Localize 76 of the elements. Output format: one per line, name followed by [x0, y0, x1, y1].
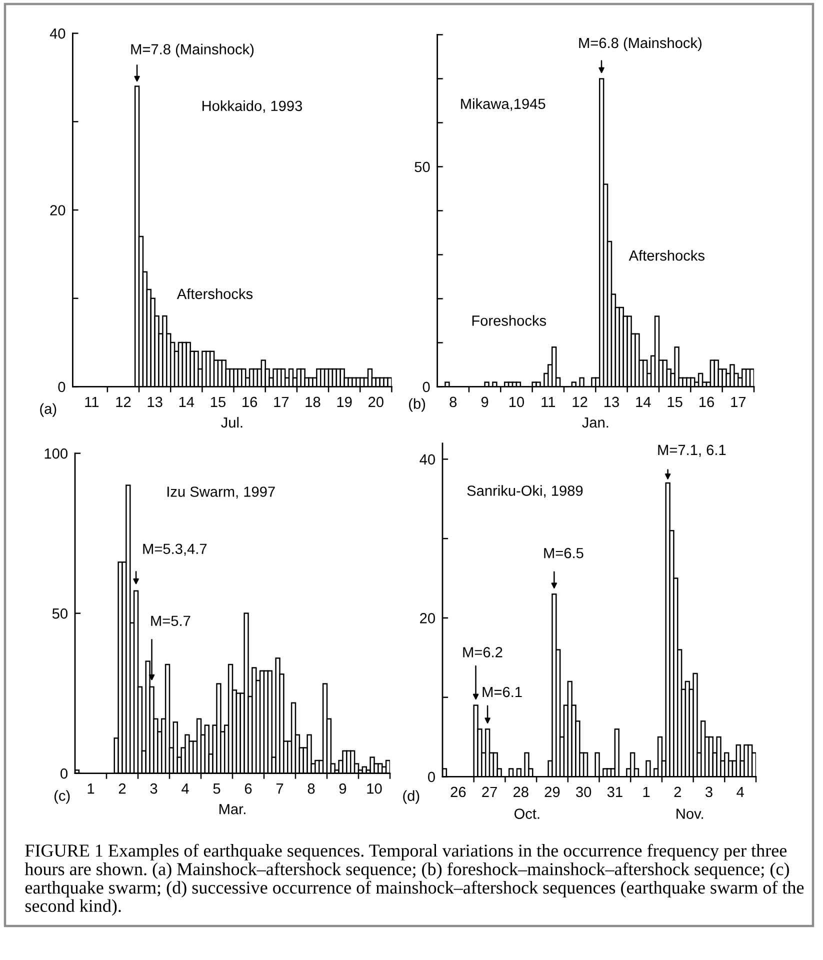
annotation: M=7.1, 6.1	[658, 444, 726, 457]
x-tick-label: 11	[85, 396, 99, 407]
x-tick-label: 1	[88, 784, 94, 794]
text: Oct.	[514, 808, 540, 819]
y-tick-label: 0	[58, 382, 66, 392]
x-tick-label: 28	[514, 786, 528, 798]
x-tick-label: 5	[213, 784, 220, 794]
text: Nov.	[676, 808, 703, 819]
x-tick-label: 17	[274, 396, 289, 407]
x-tick-label: 30	[576, 786, 592, 798]
x-tick-label: 15	[668, 396, 682, 408]
x-tick-label: 2	[118, 783, 126, 794]
annotation: M=6.2	[463, 647, 502, 658]
annotation: M=5.7	[151, 616, 190, 626]
x-tick-label: 13	[604, 396, 619, 408]
x-tick-label: 14	[636, 396, 651, 407]
annotation: Aftershocks	[176, 288, 253, 300]
annotation: M=7.8 (Mainshock)	[131, 44, 254, 58]
x-tick-label: 10	[509, 396, 524, 408]
y-tick-label: 40	[420, 454, 435, 465]
x-tick-label: 3	[705, 786, 712, 798]
annotation: M=5.3,4.7	[143, 544, 207, 556]
x-tick-label: 26	[450, 786, 466, 798]
x-axis-title: Jan.	[582, 417, 608, 428]
x-tick-label: 15	[210, 396, 226, 408]
x-axis-title: Jul.	[221, 416, 242, 428]
x-tick-label: 8	[450, 396, 457, 408]
text: Izu Swarm, 1997	[167, 486, 275, 499]
y-tick-label: 50	[52, 608, 68, 619]
text: (a)	[40, 403, 56, 417]
annotation: Aftershocks	[628, 250, 704, 261]
y-tick-label: 0	[428, 772, 435, 782]
y-tick-label: 0	[422, 382, 430, 392]
y-tick-label: 0	[60, 768, 68, 779]
annotation: M=6.1	[482, 686, 522, 698]
annotation: M=6.5	[544, 548, 584, 558]
annotation: Foreshocks	[472, 315, 546, 326]
x-tick-label: 12	[572, 396, 588, 407]
x-tick-label: 31	[607, 786, 622, 798]
y-tick-label: 40	[50, 28, 66, 39]
x-axis-title: Mar.	[220, 804, 246, 814]
x-tick-label: 2	[674, 786, 681, 797]
x-tick-label: 4	[182, 784, 189, 794]
x-tick-label: 17	[731, 396, 746, 407]
x-tick-label: 13	[148, 396, 162, 408]
caption: FIGURE 1 Examples of earthquake sequences. Temporal variations in the occurrence frequency per three hours are shown. (a) Mainshock–aftershock sequence; (b) foreshock–mainshock–aftershock sequence; (c) earthquake swarm; (d) successive occurrence of mainshock–aftershock sequences (earthquake swarm of the second kind).	[24, 844, 804, 916]
x-tick-label: 6	[244, 783, 252, 794]
x-tick-label: 19	[337, 396, 352, 408]
x-tick-label: 18	[306, 396, 320, 408]
annotation: M=6.8 (Mainshock)	[579, 37, 702, 51]
y-tick-label: 20	[50, 205, 66, 216]
x-tick-label: 14	[179, 396, 194, 407]
x-tick-label: 16	[699, 396, 714, 408]
x-tick-label: 27	[482, 786, 497, 797]
text: Hokkaido, 1993	[202, 100, 302, 113]
text: (d)	[403, 790, 420, 804]
x-tick-label: 12	[116, 396, 131, 407]
x-tick-label: 9	[339, 783, 346, 794]
x-tick-label: 9	[481, 396, 488, 408]
x-tick-label: 8	[308, 783, 315, 794]
x-tick-label: 4	[736, 786, 744, 797]
text: Mikawa,1945	[461, 98, 546, 111]
text: Sanriku-Oki, 1989	[467, 485, 583, 498]
y-tick-label: 50	[414, 162, 430, 172]
x-tick-label: 7	[276, 784, 284, 794]
y-tick-label: 20	[420, 613, 435, 624]
x-tick-label: 29	[544, 786, 560, 798]
x-tick-label: 1	[643, 786, 650, 797]
text: (c)	[54, 790, 70, 804]
x-tick-label: 16	[242, 396, 258, 408]
text: (b)	[409, 398, 426, 412]
y-tick-label: 100	[44, 448, 68, 459]
x-tick-label: 3	[150, 783, 158, 794]
x-tick-label: 10	[367, 783, 382, 794]
x-tick-label: 20	[368, 396, 384, 408]
x-tick-label: 11	[542, 396, 556, 407]
